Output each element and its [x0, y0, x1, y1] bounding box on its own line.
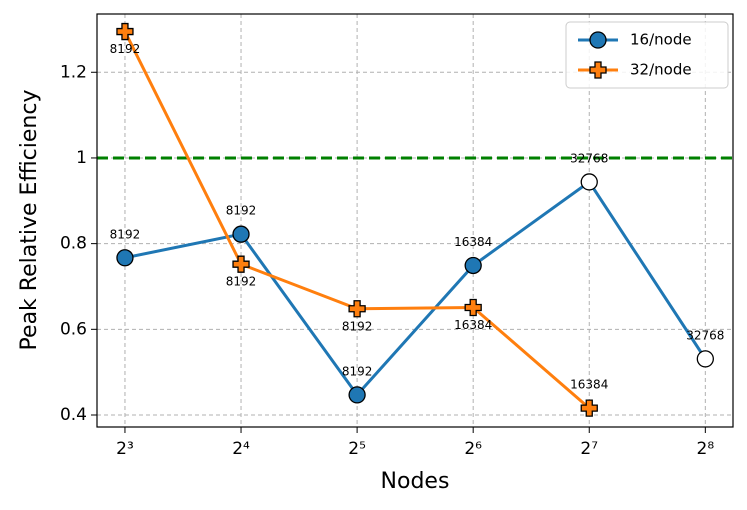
- x-tick-label: 2³: [116, 439, 134, 459]
- x-axis-label: Nodes: [381, 469, 450, 494]
- marker: [116, 249, 134, 267]
- data-label: 16384: [454, 235, 492, 249]
- data-label: 8192: [110, 227, 141, 241]
- marker: [464, 298, 482, 317]
- x-tick-label: 2⁸: [697, 439, 715, 459]
- plot-frame: [96, 13, 734, 428]
- marker: [116, 22, 134, 41]
- marker: [232, 225, 250, 243]
- marker: [696, 350, 714, 368]
- data-label: 32768: [570, 151, 608, 165]
- y-tick-label: 1: [76, 148, 87, 168]
- marker: [589, 61, 607, 79]
- y-tick-label: 0.8: [60, 234, 87, 254]
- marker: [464, 256, 482, 275]
- data-label: 8192: [342, 319, 373, 333]
- data-label: 16384: [570, 378, 608, 392]
- marker: [580, 399, 598, 417]
- legend-label: 16/node: [630, 31, 692, 49]
- marker: [232, 255, 250, 273]
- y-tick-label: 0.6: [60, 319, 87, 339]
- legend: 16/node 32/node: [565, 21, 729, 89]
- data-label: 32768: [686, 328, 724, 342]
- data-label: 8192: [342, 364, 373, 378]
- data-label: 8192: [226, 204, 257, 218]
- marker: [589, 31, 607, 49]
- series-line: [124, 179, 707, 398]
- y-axis-label: Peak Relative Efficiency: [17, 90, 42, 351]
- x-tick-label: 2⁵: [348, 439, 366, 459]
- x-tick-label: 2⁴: [232, 439, 250, 459]
- marker: [580, 173, 598, 191]
- data-label: 16384: [454, 318, 492, 332]
- marker: [348, 300, 366, 318]
- x-tick-label: 2⁶: [464, 439, 482, 459]
- marker: [348, 386, 366, 404]
- x-tick-label: 2⁷: [580, 439, 598, 459]
- legend-label: 32/node: [630, 61, 692, 79]
- y-tick-label: 0.4: [60, 405, 87, 425]
- data-label: 8192: [226, 275, 257, 289]
- y-tick-label: 1.2: [60, 62, 87, 82]
- data-label: 8192: [110, 42, 141, 56]
